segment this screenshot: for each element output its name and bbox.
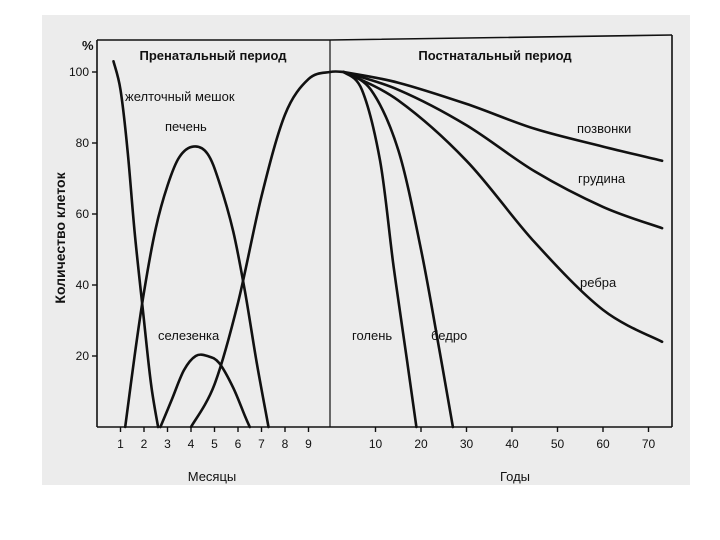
series-line-6 [342,70,664,344]
series-line-0 [112,60,160,429]
y-tick-label: 40 [76,278,90,292]
percent-unit: % [82,38,94,53]
y-tick-label: 80 [76,136,90,150]
x-tick-label: 5 [211,437,218,451]
prenatal-period-header: Пренатальный период [139,48,287,63]
x-tick-label: 70 [642,437,656,451]
series-line-7 [342,70,664,230]
axis-ticks: 20 40 60 80 100 1 2 3 4 5 6 7 8 9 10 20 30 40 50 60 70 [69,65,656,451]
x-axis-title-years: Годы [500,469,530,484]
x-tick-label: 40 [505,437,519,451]
y-tick-label: 20 [76,349,90,363]
postnatal-period-header: Постнатальный период [418,48,572,63]
curves [112,60,664,429]
label-sternum: грудина [578,171,626,186]
label-spleen: селезенка [158,328,220,343]
x-tick-label: 50 [551,437,565,451]
x-tick-label: 2 [141,437,148,451]
label-femur: бедро [431,328,467,343]
y-tick-label: 100 [69,65,89,79]
x-tick-label: 6 [235,437,242,451]
x-tick-label: 8 [282,437,289,451]
label-ribs: ребра [580,275,617,290]
x-tick-label: 4 [188,437,195,451]
label-yolk-sac: желточный мешок [125,89,235,104]
label-shin: голень [352,328,392,343]
x-tick-label: 3 [164,437,171,451]
series-line-5 [342,70,455,429]
y-tick-label: 60 [76,207,90,221]
y-axis-title: Количество клеток [52,171,68,303]
x-tick-label: 60 [596,437,610,451]
plot-frame [96,34,673,428]
label-vertebrae: позвонки [577,121,631,136]
x-tick-label: 30 [460,437,474,451]
series-line-8 [342,70,664,163]
series-line-1 [123,145,270,429]
label-liver: печень [165,119,207,134]
x-axis-title-months: Месяцы [188,469,237,484]
series-line-2 [159,353,252,429]
x-tick-label: 10 [369,437,383,451]
scan-background [42,15,690,485]
series-line-3 [189,70,345,429]
x-tick-label: 7 [258,437,265,451]
series-line-4 [342,70,418,429]
x-tick-label: 20 [414,437,428,451]
x-tick-label: 9 [305,437,312,451]
x-tick-label: 1 [117,437,124,451]
